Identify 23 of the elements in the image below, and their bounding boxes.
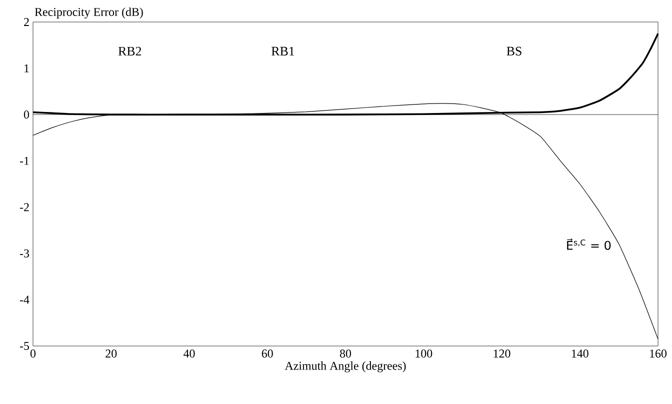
x-tick-label: 140 bbox=[572, 350, 588, 358]
series-label: E⃗$^{s,C}$ = 0 bbox=[567, 238, 611, 250]
y-axis-title: Reciprocity Error (dB) bbox=[34, 8, 143, 18]
y-tick-label: 0 bbox=[24, 110, 30, 119]
x-tick-label: 120 bbox=[494, 350, 510, 358]
x-axis-title: Azimuth Angle (degrees) bbox=[284, 361, 406, 372]
y-tick-label: -3 bbox=[20, 249, 30, 258]
annotation: RB1 bbox=[272, 46, 294, 56]
annotation: RB2 bbox=[118, 46, 142, 56]
y-tick-label: -4 bbox=[20, 296, 30, 304]
y-tick-label: -5 bbox=[20, 342, 30, 350]
y-tick-label: -1 bbox=[20, 156, 29, 165]
x-tick-label: 0 bbox=[30, 350, 36, 358]
x-tick-label: 160 bbox=[650, 350, 667, 358]
x-tick-label: 80 bbox=[340, 350, 352, 358]
y-tick-label: 1 bbox=[24, 64, 29, 72]
x-tick-label: 100 bbox=[416, 350, 432, 358]
annotation: BS bbox=[506, 46, 522, 56]
x-tick-label: 40 bbox=[184, 350, 195, 358]
x-tick-label: 60 bbox=[262, 350, 273, 358]
y-tick-label: 2 bbox=[24, 18, 29, 26]
x-tick-label: 20 bbox=[106, 350, 117, 358]
y-tick-label: -2 bbox=[20, 203, 29, 212]
